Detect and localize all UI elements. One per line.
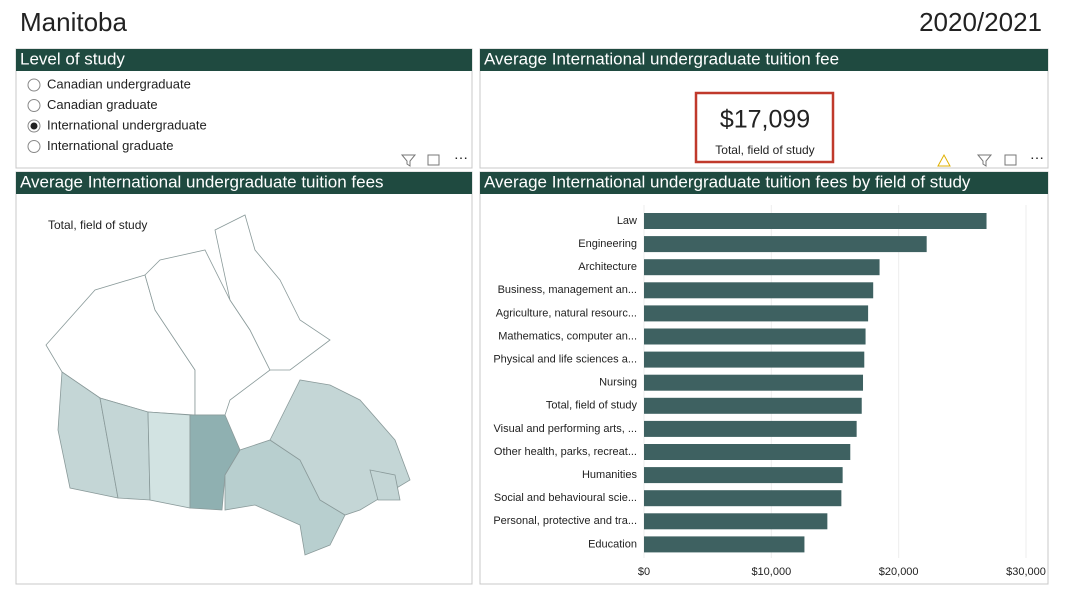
y-tick-label: Personal, protective and tra... <box>493 515 637 527</box>
panel-icons: ⋯ <box>400 150 468 167</box>
panel-header <box>480 49 1048 71</box>
bar <box>644 351 865 368</box>
radio-label: Canadian graduate <box>47 97 158 112</box>
svg-text:⋯: ⋯ <box>1030 150 1044 166</box>
map <box>45 214 411 556</box>
x-tick-label: $10,000 <box>751 566 791 578</box>
bar <box>644 536 805 553</box>
kpi-label: Total, field of study <box>715 143 814 157</box>
radio-label: International undergraduate <box>47 117 207 132</box>
panel-title: Level of study <box>20 49 125 68</box>
bar <box>644 420 857 437</box>
bar <box>644 328 866 345</box>
bar <box>644 236 927 253</box>
radio-button[interactable] <box>27 99 41 112</box>
y-tick-label: Law <box>617 215 637 227</box>
bar <box>644 305 869 322</box>
bar <box>644 397 862 414</box>
bar <box>644 490 842 507</box>
radio-button[interactable] <box>27 140 41 153</box>
kpi-value: $17,099 <box>720 106 810 134</box>
y-tick-label: Architecture <box>578 261 637 273</box>
x-tick-label: $0 <box>638 566 650 578</box>
radio-label: Canadian undergraduate <box>47 76 191 91</box>
svg-text:⋯: ⋯ <box>454 150 468 166</box>
x-tick-label: $20,000 <box>879 566 919 578</box>
panel-icons: ⋯ <box>937 150 1044 167</box>
radio-label: International graduate <box>47 138 173 153</box>
radio-group: Canadian undergraduate Canadian graduate I… <box>27 76 207 153</box>
y-tick-label: Physical and life sciences a... <box>493 354 637 366</box>
y-tick-label: Nursing <box>599 377 637 389</box>
panel-title: Average International undergraduate tuit… <box>20 172 384 191</box>
bar <box>644 259 880 276</box>
panel-title: Average International undergraduate tuit… <box>484 49 839 68</box>
y-tick-label: Engineering <box>578 238 637 250</box>
bar <box>644 467 843 484</box>
year: 2020/2021 <box>919 7 1042 37</box>
bar <box>644 374 864 391</box>
y-tick-label: Mathematics, computer an... <box>498 330 637 342</box>
y-tick-label: Other health, parks, recreat... <box>494 446 637 458</box>
y-tick-label: Education <box>588 538 637 550</box>
map-label: Total, field of study <box>48 218 147 232</box>
panel-header <box>16 172 472 194</box>
radio-button[interactable] <box>27 78 41 92</box>
bar-chart: $0 $10,000 $20,000 $30,000 Law Engineering Arc… <box>493 205 1046 578</box>
panel-header <box>480 172 1048 194</box>
y-tick-label: Agriculture, natural resourc... <box>496 307 637 319</box>
radio-dot <box>30 122 38 130</box>
y-tick-label: Total, field of study <box>546 400 638 412</box>
y-tick-label: Social and behavioural scie... <box>494 492 637 504</box>
bar <box>644 444 851 460</box>
bar <box>644 282 874 299</box>
panel-header <box>16 49 472 71</box>
y-tick-label: Business, management an... <box>498 284 637 296</box>
page-title: Manitoba <box>20 7 127 37</box>
x-tick-label: $30,000 <box>1006 566 1046 578</box>
chart-title: Average International undergraduate tuit… <box>484 172 971 191</box>
y-tick-label: Humanities <box>582 469 638 481</box>
bar <box>644 513 828 530</box>
y-tick-label: Visual and performing arts, ... <box>494 423 637 435</box>
bar <box>644 213 987 229</box>
kpi-highlight <box>694 91 835 164</box>
